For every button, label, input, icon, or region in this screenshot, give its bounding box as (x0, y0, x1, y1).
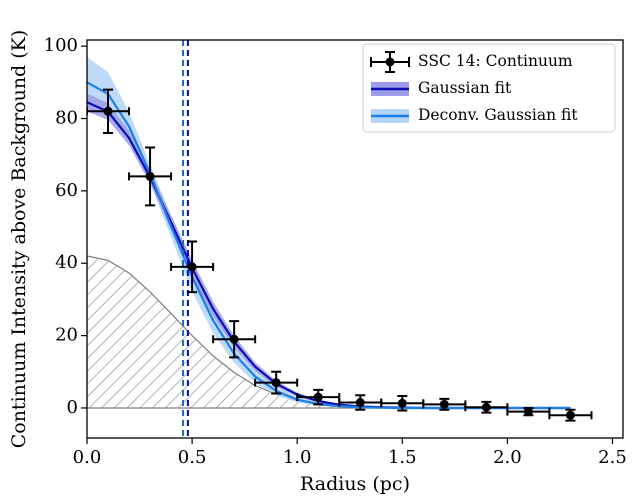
y-error-caps (313, 388, 324, 406)
overlay: 0.0 0.5 1.0 1.5 2.0 2.5 0 20 40 60 80 100 SSC 14: Co… (44, 35, 627, 468)
y-error-caps (397, 395, 408, 412)
y-error-caps (565, 408, 576, 422)
fit-band (87, 57, 340, 408)
data-point (187, 262, 197, 272)
x-tick-label: 0.0 (73, 447, 102, 468)
x-error-caps (170, 262, 215, 271)
y-error-caps (103, 88, 114, 134)
legend-marker (385, 57, 395, 67)
y-tick-label: 80 (55, 108, 78, 129)
x-tick-label: 2.0 (493, 447, 522, 468)
x-error-caps (548, 411, 593, 420)
x-error-caps (128, 172, 173, 181)
x-tick-label: 1.5 (388, 447, 417, 468)
data-point (313, 392, 323, 402)
data-point (271, 378, 281, 388)
x-error-caps (87, 107, 131, 116)
x-tick-label: 0.5 (178, 447, 207, 468)
data-point (523, 407, 533, 417)
data-point (355, 398, 365, 408)
legend-label: SSC 14: Continuum (418, 52, 573, 70)
y-error-caps (439, 397, 450, 411)
data-point (145, 171, 155, 181)
beam-area (87, 256, 403, 408)
data-point (103, 106, 113, 116)
y-error-caps (145, 146, 156, 207)
legend-label: Gaussian fit (418, 79, 512, 97)
y-error-caps (481, 400, 492, 414)
y-tick-label: 60 (55, 180, 78, 201)
data-point (397, 398, 407, 408)
x-axis-label: Radius (pc) (300, 473, 410, 495)
legend-label: Deconv. Gaussian fit (418, 106, 578, 124)
x-tick-label: 1.0 (283, 447, 312, 468)
y-tick-label: 0 (67, 397, 78, 418)
data-point (229, 334, 239, 344)
x-error-caps (212, 335, 257, 344)
y-tick-label: 40 (55, 252, 78, 273)
y-axis-label: Continuum Intensity above Background (K) (8, 30, 30, 449)
x-error-caps (254, 378, 299, 387)
x-tick-label: 2.5 (598, 447, 627, 468)
y-error-caps (271, 370, 282, 395)
plot-frame (86, 39, 624, 439)
data-point (439, 399, 449, 409)
legend-box (362, 43, 616, 133)
y-error-caps (187, 240, 198, 294)
y-tick-label: 100 (44, 35, 78, 56)
data-point (481, 402, 491, 412)
y-tick-label: 20 (55, 325, 78, 346)
y-error-caps (355, 394, 366, 411)
data-point (565, 410, 575, 420)
plot-area (87, 40, 593, 438)
y-error-caps (229, 320, 240, 359)
